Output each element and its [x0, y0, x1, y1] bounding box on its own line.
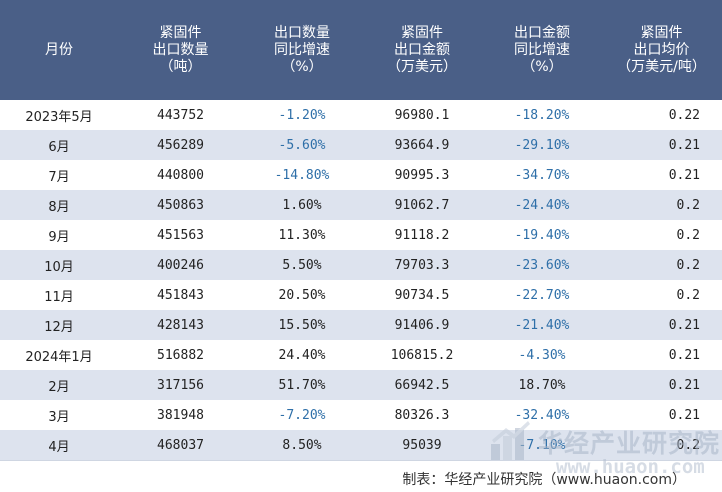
cell-average-price: 0.22 — [668, 107, 700, 123]
cell-average-price: 0.21 — [668, 317, 700, 333]
cell-amount-yoy: -18.20% — [514, 107, 570, 123]
cell-export-quantity: 451563 — [157, 227, 204, 243]
cell-quantity-yoy: -7.20% — [278, 407, 326, 423]
table-row: 12月 428143 15.50% 91406.9 -21.40% 0.21 — [0, 310, 722, 340]
cell-export-amount: 106815.2 — [390, 347, 454, 363]
cell-export-quantity: 468037 — [157, 437, 204, 453]
header-export-amount: 紧固件 出口金额 （万美元） — [387, 24, 457, 75]
cell-export-quantity: 317156 — [157, 377, 204, 393]
cell-export-quantity: 428143 — [157, 317, 204, 333]
cell-export-quantity: 516882 — [157, 347, 204, 363]
source-note: 制表：华经产业研究院（www.huaon.com） — [402, 472, 686, 488]
cell-export-amount: 91062.7 — [394, 197, 450, 213]
cell-quantity-yoy: -14.80% — [274, 167, 330, 183]
cell-month: 8月 — [48, 199, 70, 215]
cell-month: 2月 — [48, 379, 70, 395]
cell-amount-yoy: -22.70% — [514, 287, 570, 303]
cell-month: 11月 — [44, 289, 74, 305]
cell-month: 6月 — [48, 139, 70, 155]
cell-month: 3月 — [48, 409, 70, 425]
cell-export-amount: 66942.5 — [394, 377, 450, 393]
cell-export-quantity: 451843 — [157, 287, 204, 303]
table-row: 3月 381948 -7.20% 80326.3 -32.40% 0.21 — [0, 400, 722, 430]
cell-month: 10月 — [44, 259, 74, 275]
cell-amount-yoy: -7.10% — [518, 437, 566, 453]
cell-quantity-yoy: -1.20% — [278, 107, 326, 123]
table-row: 9月 451563 11.30% 91118.2 -19.40% 0.2 — [0, 220, 722, 250]
cell-amount-yoy: -21.40% — [514, 317, 570, 333]
cell-export-amount: 95039 — [402, 437, 442, 453]
cell-average-price: 0.2 — [676, 437, 700, 453]
cell-export-quantity: 381948 — [157, 407, 204, 423]
cell-month: 2024年1月 — [25, 349, 93, 365]
cell-quantity-yoy: -5.60% — [278, 137, 326, 153]
cell-month: 9月 — [48, 229, 70, 245]
cell-average-price: 0.21 — [668, 407, 700, 423]
cell-export-quantity: 450863 — [157, 197, 204, 213]
cell-export-amount: 91118.2 — [394, 227, 450, 243]
cell-amount-yoy: -24.40% — [514, 197, 570, 213]
cell-export-quantity: 456289 — [157, 137, 204, 153]
cell-quantity-yoy: 1.60% — [282, 197, 322, 213]
header-month: 月份 — [45, 41, 73, 58]
cell-amount-yoy: -32.40% — [514, 407, 570, 423]
cell-export-amount: 80326.3 — [394, 407, 450, 423]
cell-average-price: 0.21 — [668, 137, 700, 153]
cell-amount-yoy: -4.30% — [518, 347, 566, 363]
table-row: 11月 451843 20.50% 90734.5 -22.70% 0.2 — [0, 280, 722, 310]
cell-average-price: 0.2 — [676, 257, 700, 273]
cell-amount-yoy: -19.40% — [514, 227, 570, 243]
cell-quantity-yoy: 15.50% — [278, 317, 326, 333]
cell-average-price: 0.21 — [668, 167, 700, 183]
cell-average-price: 0.21 — [668, 347, 700, 363]
cell-month: 4月 — [48, 439, 70, 455]
cell-quantity-yoy: 51.70% — [278, 377, 326, 393]
export-data-table: 月份 紧固件 出口数量 （吨） 出口数量 同比增速 （%） 紧固件 出口金额 （… — [0, 0, 722, 460]
cell-amount-yoy: -29.10% — [514, 137, 570, 153]
cell-month: 12月 — [44, 319, 74, 335]
table-body: 2023年5月 443752 -1.20% 96980.1 -18.20% 0.22 6月 4… — [0, 100, 722, 460]
cell-average-price: 0.21 — [668, 377, 700, 393]
table-row: 10月 400246 5.50% 79703.3 -23.60% 0.2 — [0, 250, 722, 280]
table-row: 2月 317156 51.70% 66942.5 18.70% 0.21 — [0, 370, 722, 400]
header-amount-yoy: 出口金额 同比增速 （%） — [514, 24, 570, 75]
cell-average-price: 0.2 — [676, 197, 700, 213]
cell-export-amount: 90995.3 — [394, 167, 450, 183]
cell-quantity-yoy: 8.50% — [282, 437, 322, 453]
header-average-price: 紧固件 出口均价 （万美元/吨） — [617, 24, 706, 75]
cell-quantity-yoy: 20.50% — [278, 287, 326, 303]
cell-export-quantity: 443752 — [157, 107, 204, 123]
table-row: 2024年1月 516882 24.40% 106815.2 -4.30% 0.21 — [0, 340, 722, 370]
cell-month: 7月 — [48, 169, 70, 185]
cell-average-price: 0.2 — [676, 287, 700, 303]
table-row: 2023年5月 443752 -1.20% 96980.1 -18.20% 0.22 — [0, 100, 722, 130]
header-quantity-yoy: 出口数量 同比增速 （%） — [274, 24, 330, 75]
cell-amount-yoy: 18.70% — [518, 377, 566, 393]
cell-quantity-yoy: 11.30% — [278, 227, 326, 243]
cell-export-amount: 90734.5 — [394, 287, 450, 303]
cell-quantity-yoy: 24.40% — [278, 347, 326, 363]
cell-amount-yoy: -23.60% — [514, 257, 570, 273]
table-row: 4月 468037 8.50% 95039 -7.10% 0.2 — [0, 430, 722, 460]
cell-export-amount: 91406.9 — [394, 317, 450, 333]
table-row: 6月 456289 -5.60% 93664.9 -29.10% 0.21 — [0, 130, 722, 160]
header-export-quantity: 紧固件 出口数量 （吨） — [152, 24, 209, 75]
cell-average-price: 0.2 — [676, 227, 700, 243]
cell-export-amount: 79703.3 — [394, 257, 450, 273]
table-footer: 制表：华经产业研究院（www.huaon.com） — [0, 460, 722, 492]
cell-export-amount: 96980.1 — [394, 107, 450, 123]
cell-export-amount: 93664.9 — [394, 137, 450, 153]
cell-export-quantity: 440800 — [157, 167, 204, 183]
cell-quantity-yoy: 5.50% — [282, 257, 322, 273]
cell-month: 2023年5月 — [25, 109, 93, 125]
cell-amount-yoy: -34.70% — [514, 167, 570, 183]
table-row: 7月 440800 -14.80% 90995.3 -34.70% 0.21 — [0, 160, 722, 190]
table-row: 8月 450863 1.60% 91062.7 -24.40% 0.2 — [0, 190, 722, 220]
cell-export-quantity: 400246 — [157, 257, 204, 273]
table-header-row: 月份 紧固件 出口数量 （吨） 出口数量 同比增速 （%） 紧固件 出口金额 （… — [0, 0, 722, 100]
